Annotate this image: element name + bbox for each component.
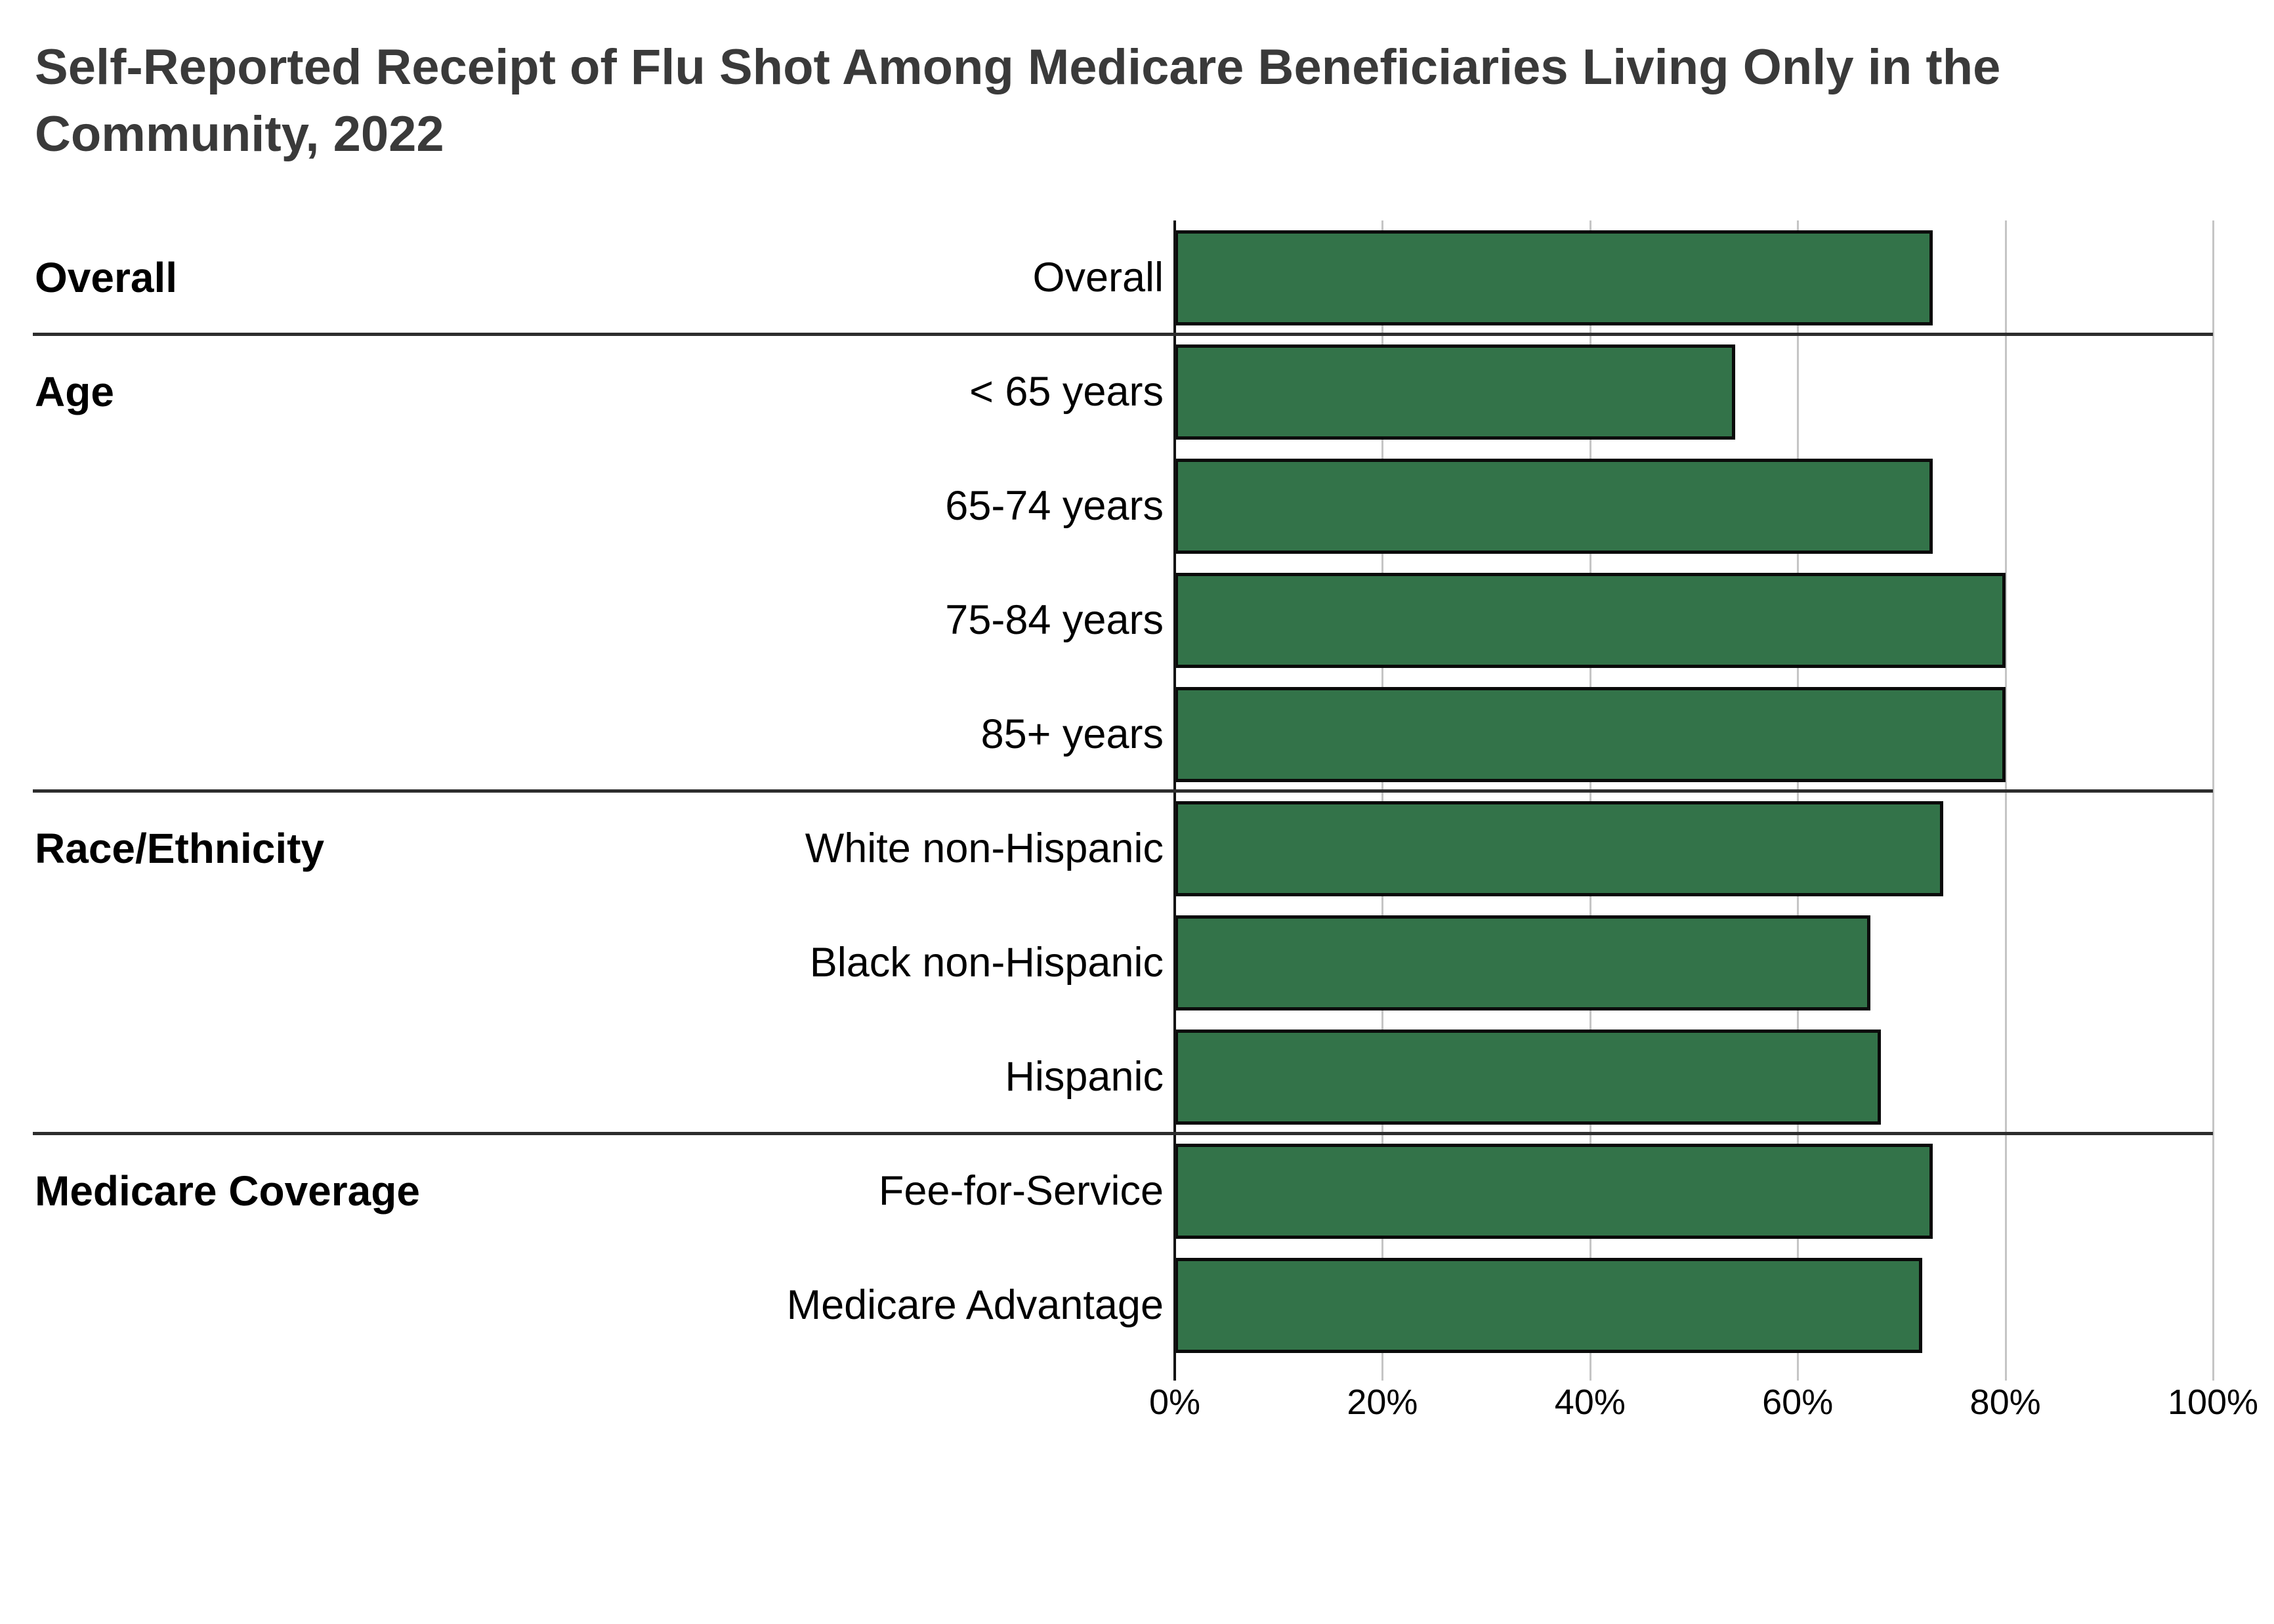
x-tick-label: 100% [2167, 1383, 2259, 1422]
bar-fee-for-service[interactable] [1175, 1144, 1933, 1239]
x-tick-label: 80% [1969, 1383, 2041, 1422]
bar-65-74-years[interactable] [1175, 459, 1933, 554]
category-label: Hispanic [1005, 1054, 1164, 1100]
bar-85-years[interactable] [1175, 687, 2006, 782]
gridline-20% [1381, 220, 1384, 1381]
x-tick-label: 0% [1148, 1383, 1201, 1422]
group-separator [33, 1132, 2213, 1135]
group-separator [33, 333, 2213, 336]
category-label: Black non-Hispanic [809, 940, 1164, 986]
category-label: Fee-for-Service [878, 1168, 1164, 1214]
bar-white-non-hispanic[interactable] [1175, 801, 1943, 896]
x-tick-label: 60% [1762, 1383, 1834, 1422]
gridline-80% [2004, 220, 2007, 1381]
chart-title: Self-Reported Receipt of Flu Shot Among … [35, 39, 2001, 162]
category-label: < 65 years [969, 369, 1164, 415]
category-label: 65-74 years [945, 483, 1164, 529]
bar-overall[interactable] [1175, 230, 1933, 325]
gridline-100% [2212, 220, 2214, 1381]
category-label: Medicare Advantage [786, 1282, 1164, 1328]
group-label-medicare-coverage: Medicare Coverage [35, 1167, 420, 1215]
bar--65-years[interactable] [1175, 344, 1735, 440]
bar-75-84-years[interactable] [1175, 573, 2006, 668]
category-label: 85+ years [980, 711, 1164, 757]
gridline-40% [1589, 220, 1591, 1381]
category-label: Overall [1032, 255, 1164, 301]
gridline-60% [1797, 220, 1800, 1381]
bar-hispanic[interactable] [1175, 1030, 1881, 1125]
group-label-overall: Overall [35, 254, 178, 301]
bar-medicare-advantage[interactable] [1175, 1258, 1922, 1353]
bar-black-non-hispanic[interactable] [1175, 915, 1870, 1010]
group-label-race-ethnicity: Race/Ethnicity [35, 825, 325, 872]
group-separator [33, 789, 2213, 793]
category-label: 75-84 years [945, 597, 1164, 643]
x-tick-label: 20% [1347, 1383, 1418, 1422]
x-tick-label: 40% [1554, 1383, 1626, 1422]
group-label-age: Age [35, 368, 114, 415]
y-axis-line [1173, 220, 1176, 1381]
category-label: White non-Hispanic [805, 825, 1164, 871]
